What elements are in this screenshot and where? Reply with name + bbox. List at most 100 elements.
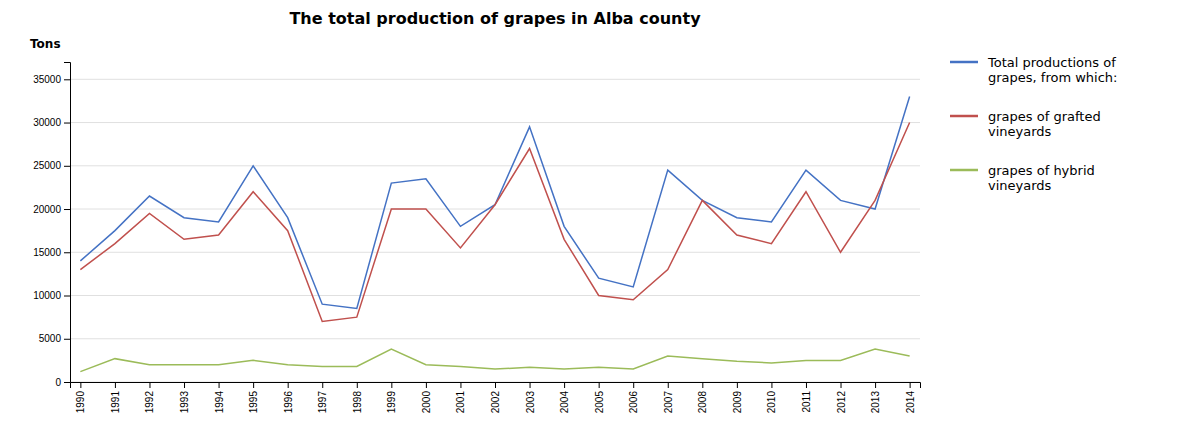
grid-line	[70, 338, 920, 339]
x-tick: 1991	[110, 382, 121, 413]
x-tick-mark	[80, 382, 81, 388]
x-tick-mark	[426, 382, 427, 388]
y-tick: 5000	[39, 333, 70, 344]
x-tick: 1993	[179, 382, 190, 413]
x-tick: 1997	[317, 382, 328, 413]
x-tick-label: 2005	[594, 391, 605, 414]
x-tick-label: 2011	[801, 391, 812, 413]
x-tick: 1995	[248, 382, 259, 413]
x-tick-mark	[875, 382, 876, 388]
x-tick-mark	[322, 382, 323, 388]
series-line	[80, 97, 909, 309]
y-tick-label: 15000	[33, 247, 61, 258]
x-axis-line	[71, 383, 921, 389]
y-tick: 15000	[33, 247, 70, 258]
x-tick: 2007	[663, 382, 674, 413]
x-tick-mark	[737, 382, 738, 388]
grid-line	[70, 252, 920, 253]
x-tick-mark	[391, 382, 392, 388]
x-tick-label: 1994	[214, 391, 225, 414]
x-tick-label: 1998	[352, 391, 363, 414]
legend-item: grapes of graftedvineyards	[950, 109, 1101, 140]
x-tick-mark	[530, 382, 531, 388]
x-tick-label: 2012	[836, 391, 847, 414]
y-tick-mark	[64, 296, 70, 297]
x-tick-mark	[219, 382, 220, 388]
y-tick-mark	[64, 166, 70, 167]
y-tick-mark	[64, 79, 70, 80]
x-tick: 1992	[144, 382, 155, 413]
legend-swatch	[950, 169, 978, 172]
legend: Total productions ofgrapes, from which:g…	[950, 55, 1118, 194]
x-tick-mark	[633, 382, 634, 388]
x-tick: 1996	[283, 382, 294, 413]
y-axis-title: Tons	[30, 37, 61, 51]
x-tick: 1990	[75, 382, 86, 413]
x-tick-label: 2001	[455, 391, 466, 414]
lines	[80, 97, 909, 372]
title: The total production of grapes in Alba c…	[289, 9, 701, 28]
x-tick: 2013	[870, 382, 881, 413]
x-tick-mark	[149, 382, 150, 388]
x-tick-mark	[668, 382, 669, 388]
y-tick: 30000	[33, 117, 70, 128]
y-tick-mark	[64, 209, 70, 210]
x-tick-label: 2006	[628, 391, 639, 414]
legend-label-line: grapes, from which:	[988, 70, 1118, 85]
x-tick: 1998	[352, 382, 363, 413]
x-tick-label: 1997	[317, 391, 328, 414]
x-tick: 2002	[490, 382, 501, 413]
y-tick-label: 25000	[33, 160, 61, 171]
y-tick: 25000	[33, 160, 70, 171]
y-tick-label: 10000	[33, 290, 61, 301]
x-tick-mark	[460, 382, 461, 388]
y-tick-label: 30000	[33, 117, 61, 128]
x-tick-label: 2008	[697, 391, 708, 414]
y-tick-label: 5000	[39, 333, 62, 344]
y-axis: 0 5000 10000 15000 20000 25000 30000 35000	[33, 63, 70, 388]
plot: 1990 1991 1992 1993 1994 1995 1996 1997 1998 1999…	[33, 63, 920, 414]
y-tick: 10000	[33, 290, 70, 301]
x-tick: 2014	[905, 382, 916, 413]
grid-line	[70, 295, 920, 296]
x-tick-label: 1991	[110, 391, 121, 414]
x-tick-label: 2000	[421, 391, 432, 414]
x-tick-label: 2009	[732, 391, 743, 414]
y-axis-line	[64, 63, 71, 383]
y-tick-label: 0	[55, 377, 61, 388]
chart: 1990 1991 1992 1993 1994 1995 1996 1997 1998 1999…	[0, 0, 1190, 434]
x-tick: 2004	[559, 382, 570, 413]
x-tick-mark	[599, 382, 600, 388]
x-tick: 1999	[386, 382, 397, 413]
x-tick: 2005	[594, 382, 605, 413]
x-tick-mark	[184, 382, 185, 388]
x-tick-label: 2013	[870, 391, 881, 414]
legend-label-line: vineyards	[988, 124, 1052, 139]
x-tick-mark	[564, 382, 565, 388]
legend-swatch	[950, 115, 978, 118]
x-tick-label: 1990	[75, 391, 86, 414]
y-tick-mark	[64, 382, 70, 383]
grid	[70, 79, 920, 382]
x-tick-mark	[115, 382, 116, 388]
x-tick: 2000	[421, 382, 432, 413]
y-tick: 35000	[33, 74, 70, 85]
grid-line	[70, 122, 920, 123]
x-tick: 2008	[697, 382, 708, 413]
legend-label: Total productions ofgrapes, from which:	[987, 55, 1118, 86]
y-tick-label: 35000	[33, 74, 61, 85]
x-tick-mark	[910, 382, 911, 388]
x-tick-label: 2004	[559, 391, 570, 414]
legend-item: grapes of hybridvineyards	[950, 163, 1095, 194]
x-tick-label: 2003	[525, 391, 536, 414]
y-tick: 20000	[33, 204, 70, 215]
legend-label-line: Total productions of	[987, 55, 1116, 70]
x-tick-label: 2002	[490, 391, 501, 414]
x-tick-label: 2010	[766, 391, 777, 414]
series-line	[80, 349, 909, 371]
x-tick-mark	[495, 382, 496, 388]
x-tick-mark	[253, 382, 254, 388]
legend-swatch	[950, 61, 978, 64]
x-tick: 2003	[525, 382, 536, 413]
legend-label-line: grapes of hybrid	[988, 163, 1095, 178]
